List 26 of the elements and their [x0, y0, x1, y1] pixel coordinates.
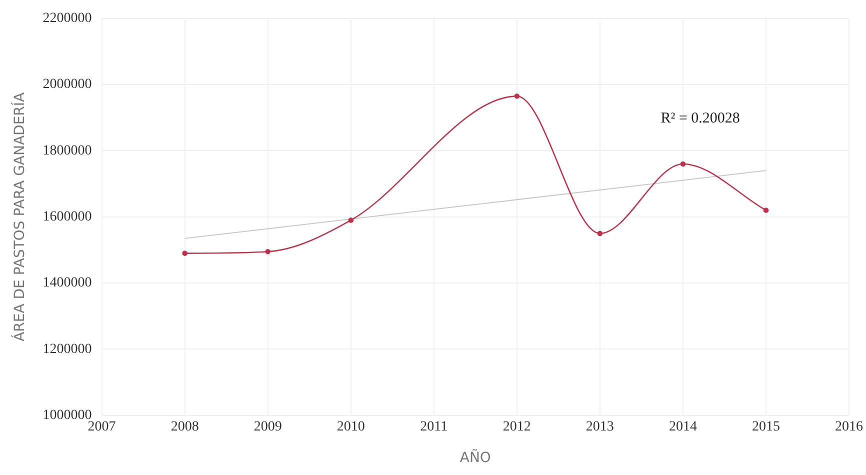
x-tick-label: 2012 [502, 419, 531, 434]
point [265, 248, 270, 254]
point [514, 93, 520, 99]
y-tick-label: 2000000 [42, 77, 92, 92]
x-tick-label: 2009 [254, 419, 282, 434]
point [763, 208, 769, 213]
x-tick-label: 2014 [668, 419, 697, 434]
y-tick-label: 1400000 [42, 276, 92, 291]
y-tick-label: 1200000 [42, 342, 92, 357]
x-tick-label: 2011 [420, 419, 448, 434]
y-tick-label: 1800000 [42, 143, 92, 158]
x-axis-title: AÑO [460, 449, 491, 466]
point [182, 250, 188, 256]
x-tick-label: 2013 [586, 419, 614, 434]
point [597, 230, 603, 236]
x-tick-label: 2015 [752, 419, 780, 434]
y-tick-label: 1600000 [42, 210, 92, 225]
x-tick-label: 2016 [835, 419, 863, 434]
y-axis-title: ÁREA DE PASTOS PARA GANADERÍA [11, 92, 28, 342]
x-tick-label: 2007 [88, 419, 116, 434]
annotation: R² = 0.20028 [660, 110, 740, 126]
x-tick-label: 2010 [336, 419, 365, 434]
x-tick-label: 2008 [170, 419, 199, 434]
y-tick-label: 2200000 [42, 11, 92, 26]
point [680, 161, 686, 167]
point [348, 218, 354, 223]
